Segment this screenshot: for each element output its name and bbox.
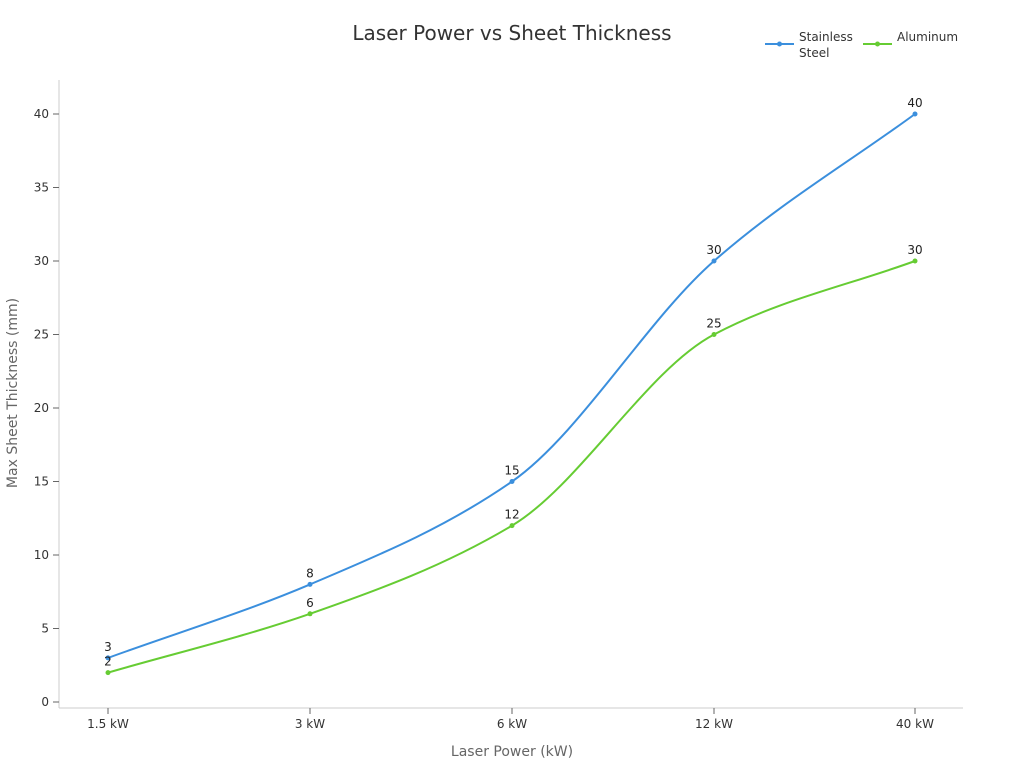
data-point[interactable] (105, 670, 111, 676)
data-label: 12 (504, 508, 519, 522)
x-tick-label: 3 kW (295, 717, 325, 731)
y-tick-label: 0 (41, 695, 49, 709)
data-label: 2 (104, 655, 112, 669)
x-tick-label: 6 kW (497, 717, 527, 731)
legend-label: Aluminum (897, 30, 958, 44)
y-axis-ticks: 0 5 10 15 20 25 30 35 40 (34, 107, 59, 709)
legend-item-stainless-steel[interactable]: Stainless Steel (765, 30, 853, 60)
legend-label: Steel (799, 46, 829, 60)
y-tick-label: 10 (34, 548, 49, 562)
data-label: 6 (306, 596, 314, 610)
data-point[interactable] (711, 332, 717, 337)
legend-label: Stainless (799, 30, 853, 44)
data-point[interactable] (711, 258, 717, 264)
y-tick-label: 35 (34, 181, 49, 195)
y-tick-label: 15 (34, 475, 49, 489)
data-label: 25 (706, 317, 721, 331)
data-label: 8 (306, 566, 314, 580)
y-axis-title: Max Sheet Thickness (mm) (5, 298, 21, 488)
data-label: 30 (907, 243, 922, 257)
x-axis-ticks: 1.5 kW 3 kW 6 kW 12 kW 40 kW (87, 708, 934, 731)
data-point[interactable] (307, 611, 313, 617)
series-aluminum: 2 6 12 25 30 (104, 243, 923, 676)
y-tick-label: 30 (34, 254, 49, 268)
data-point[interactable] (509, 479, 515, 484)
data-point[interactable] (912, 111, 918, 117)
y-tick-label: 20 (34, 401, 49, 415)
x-tick-label: 12 kW (695, 717, 733, 731)
series-stainless-steel: 3 8 15 30 40 (104, 96, 923, 661)
legend-marker (875, 41, 880, 47)
series-line (107, 113, 916, 659)
chart-title: Laser Power vs Sheet Thickness (352, 21, 671, 45)
y-tick-label: 5 (41, 622, 49, 636)
data-label: 15 (504, 464, 519, 478)
data-point[interactable] (105, 655, 111, 661)
data-label: 3 (104, 640, 112, 654)
legend-marker (777, 41, 782, 47)
data-label: 30 (706, 243, 721, 257)
y-tick-label: 40 (34, 107, 49, 121)
x-tick-label: 1.5 kW (87, 717, 129, 731)
data-point[interactable] (509, 523, 515, 529)
legend-item-aluminum[interactable]: Aluminum (863, 30, 958, 47)
data-point[interactable] (307, 581, 313, 587)
y-tick-label: 25 (34, 328, 49, 342)
legend: Stainless Steel Aluminum (765, 30, 958, 60)
x-tick-label: 40 kW (896, 717, 934, 731)
data-point[interactable] (912, 258, 918, 264)
data-label: 40 (907, 96, 922, 110)
x-axis-title: Laser Power (kW) (451, 744, 573, 760)
